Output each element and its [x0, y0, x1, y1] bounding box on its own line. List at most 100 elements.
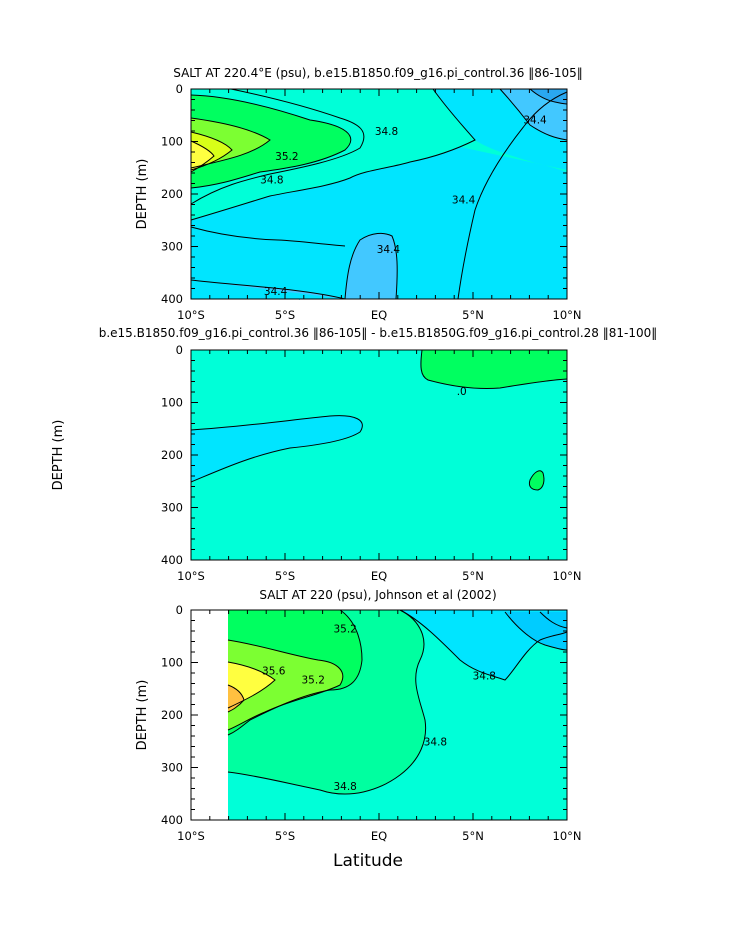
panel-1-title: SALT AT 220.4°E (psu), b.e15.B1850.f09_g… — [173, 66, 583, 80]
panel-3-title: SALT AT 220 (psu), Johnson et al (2002) — [259, 588, 496, 602]
x-tick-label: 10°S — [177, 829, 205, 843]
contour-label: 34.4 — [264, 286, 288, 298]
contour-35.6 — [190, 140, 215, 173]
fill-34.4-south — [191, 280, 345, 299]
y-tick-label: 300 — [161, 761, 183, 775]
contour-35.4 — [190, 131, 233, 171]
x-tick-label: 5°N — [462, 308, 484, 322]
contour-34.6 — [190, 226, 346, 247]
x-tick-label: 10°S — [177, 308, 205, 322]
contour-label: 35.2 — [275, 151, 298, 163]
panel-1: SALT AT 220.4°E (psu), b.e15.B1850.f09_g… — [135, 66, 583, 322]
panel-1-ylabel: DEPTH (m) — [135, 159, 150, 230]
panel-1-contour-labels: 35.2 34.8 34.8 34.4 34.4 34.4 34.4 — [260, 114, 547, 298]
y-tick-label: 400 — [161, 553, 183, 567]
contour-34.8-main — [190, 88, 476, 221]
panel-3-fill — [228, 610, 567, 820]
contour-34.4 — [399, 609, 568, 681]
x-tick-label: 5°S — [275, 569, 295, 583]
contour-34.2 — [504, 611, 568, 651]
contour-34.0-ne — [529, 88, 568, 105]
x-tick-label: 10°S — [177, 569, 205, 583]
contour-34.4-south — [190, 279, 346, 300]
panel-3-contours — [227, 609, 568, 795]
contour-label: 34.8 — [424, 736, 447, 748]
panel-2-title: b.e15.B1850.f09_g16.pi_control.36 ‖86-10… — [99, 326, 658, 340]
contour-34.0 — [539, 611, 568, 629]
fill-34.0-ne — [530, 89, 567, 104]
contour-label: 35.6 — [262, 665, 286, 677]
x-tick-label: EQ — [371, 308, 387, 322]
fill-positive-ne — [420, 350, 567, 389]
fill-35.4 — [228, 640, 343, 730]
panel-1-axes: 10°S 5°S EQ 5°N 10°N 0 100 200 300 400 — [161, 82, 581, 322]
fill-negative — [191, 415, 363, 482]
contour-spot — [528, 470, 545, 491]
fill-34.4-ne — [228, 610, 567, 680]
x-tick-label: 10°N — [553, 829, 582, 843]
contour-34.4-eq — [344, 232, 398, 300]
panel-2-contour-labels: .0 — [457, 386, 467, 398]
panel-2-fill — [191, 350, 567, 560]
y-tick-label: 400 — [161, 292, 183, 306]
contour-35.0 — [190, 94, 352, 189]
fill-35.6 — [191, 141, 214, 172]
y-tick-label: 100 — [161, 396, 183, 410]
x-tick-label: 5°N — [462, 569, 484, 583]
fill-35.8 — [228, 685, 244, 712]
contour-zero — [420, 349, 568, 389]
panel-3-ylabel: DEPTH (m) — [135, 680, 150, 751]
fill-34.4-equator — [345, 233, 398, 299]
y-tick-label: 200 — [161, 448, 183, 462]
contour-label: 34.4 — [452, 194, 476, 206]
x-tick-label: 10°N — [553, 569, 582, 583]
x-tick-label: EQ — [371, 569, 387, 583]
panel-2-contours — [190, 349, 568, 491]
contour-34.8-inner — [190, 88, 365, 205]
contour-34.4-ne — [499, 88, 568, 141]
panel-1-contours — [190, 88, 568, 300]
contour-label: 34.8 — [333, 781, 356, 793]
y-tick-label: 0 — [176, 603, 183, 617]
contour-negative — [190, 415, 363, 483]
panel-3-xlabel: Latitude — [333, 851, 403, 871]
x-tick-label: 5°S — [275, 308, 295, 322]
contour-34.4-north — [457, 91, 568, 300]
panel-1-fill — [191, 89, 567, 300]
panel-2-ylabel: DEPTH (m) — [51, 420, 66, 491]
panel-2-axes: 10°S 5°S EQ 5°N 10°N 0 100 200 300 400 — [161, 343, 581, 583]
contour-35.2 — [190, 117, 271, 169]
contour-label: 35.2 — [333, 623, 356, 635]
contour-label: 34.8 — [260, 174, 283, 186]
contour-35.8 — [227, 684, 245, 713]
x-tick-label: 10°N — [553, 308, 582, 322]
contour-label: 34.4 — [523, 114, 547, 126]
contour-34.8 — [227, 609, 427, 795]
fill-35.0 — [191, 95, 351, 188]
y-tick-label: 200 — [161, 187, 183, 201]
panel-2: b.e15.B1850.f09_g16.pi_control.36 ‖86-10… — [51, 326, 657, 583]
y-tick-label: 300 — [161, 501, 183, 515]
y-tick-label: 200 — [161, 708, 183, 722]
contour-35.4 — [227, 639, 344, 731]
y-tick-label: 0 — [176, 82, 183, 96]
contour-35.2 — [227, 609, 363, 736]
y-tick-label: 0 — [176, 343, 183, 357]
fill-low-mid — [191, 227, 345, 299]
contour-label: 35.2 — [302, 674, 325, 686]
contour-label: 34.4 — [377, 244, 401, 256]
y-tick-label: 400 — [161, 813, 183, 827]
contour-label: 34.8 — [375, 126, 398, 138]
contour-label: .0 — [457, 386, 467, 398]
y-tick-label: 100 — [161, 656, 183, 670]
y-tick-label: 300 — [161, 240, 183, 254]
panel-3: SALT AT 220 (psu), Johnson et al (2002) … — [135, 588, 582, 871]
panel-3-axes: 10°S 5°S EQ 5°N 10°N 0 100 200 300 400 — [161, 603, 581, 843]
panel-3-contour-labels: 35.2 35.6 35.2 34.8 34.8 34.8 — [262, 623, 496, 793]
x-tick-label: EQ — [371, 829, 387, 843]
contour-label: 34.8 — [473, 671, 496, 683]
y-tick-label: 100 — [161, 135, 183, 149]
x-tick-label: 5°S — [275, 829, 295, 843]
x-tick-label: 5°N — [462, 829, 484, 843]
